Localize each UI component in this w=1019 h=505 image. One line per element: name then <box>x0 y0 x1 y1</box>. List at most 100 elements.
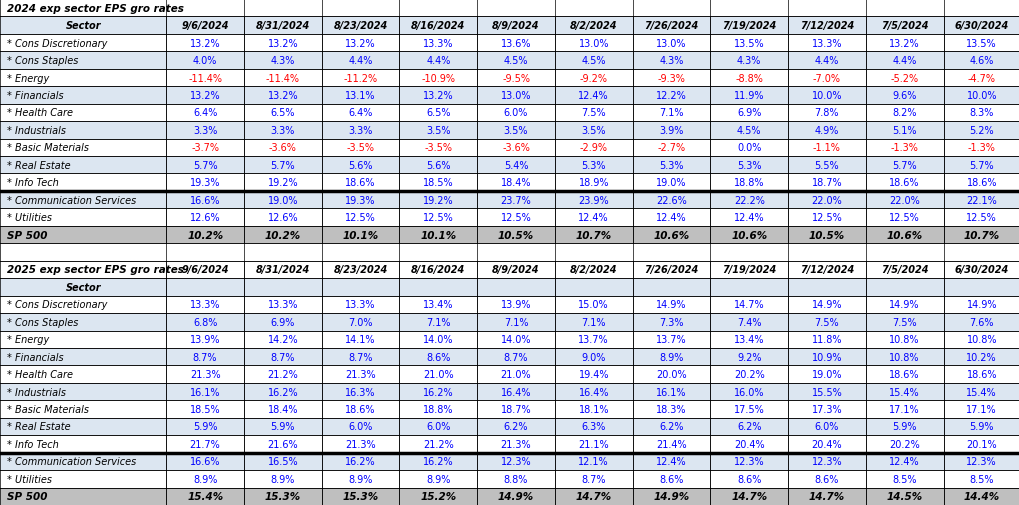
Text: * Financials: * Financials <box>7 91 63 101</box>
Bar <box>244 366 321 383</box>
Text: 18.6%: 18.6% <box>966 369 996 379</box>
Text: 3.3%: 3.3% <box>348 126 372 136</box>
Text: 10.8%: 10.8% <box>889 352 919 362</box>
Text: 5.3%: 5.3% <box>736 161 761 170</box>
Bar <box>399 314 477 331</box>
Text: 8.3%: 8.3% <box>969 108 993 118</box>
Text: 13.5%: 13.5% <box>733 38 764 48</box>
Text: 12.3%: 12.3% <box>500 457 531 467</box>
Text: 9.0%: 9.0% <box>581 352 605 362</box>
Text: 3.5%: 3.5% <box>503 126 528 136</box>
Text: 7.5%: 7.5% <box>892 317 916 327</box>
Bar <box>244 87 321 105</box>
Bar <box>166 70 244 87</box>
Bar <box>709 174 788 191</box>
Text: 10.9%: 10.9% <box>811 352 842 362</box>
Text: 10.5%: 10.5% <box>808 230 844 240</box>
Text: 22.1%: 22.1% <box>965 195 997 205</box>
Bar <box>865 418 943 435</box>
Bar <box>865 17 943 35</box>
Text: 14.9%: 14.9% <box>811 300 842 310</box>
Text: Sector: Sector <box>65 21 101 31</box>
Text: 6.2%: 6.2% <box>658 422 683 432</box>
Text: * Energy: * Energy <box>7 335 49 344</box>
Bar <box>943 209 1019 226</box>
Bar <box>321 226 399 244</box>
Bar <box>399 70 477 87</box>
Text: 7.1%: 7.1% <box>503 317 528 327</box>
Text: 22.2%: 22.2% <box>733 195 764 205</box>
Text: 10.6%: 10.6% <box>731 230 766 240</box>
Bar <box>166 366 244 383</box>
Text: 5.4%: 5.4% <box>503 161 528 170</box>
Text: 5.3%: 5.3% <box>581 161 605 170</box>
Text: 16.4%: 16.4% <box>578 387 608 397</box>
Bar <box>554 105 632 122</box>
Text: * Communication Services: * Communication Services <box>7 195 136 205</box>
Text: 14.7%: 14.7% <box>808 491 844 501</box>
Text: -9.3%: -9.3% <box>657 73 685 83</box>
Bar <box>244 70 321 87</box>
Text: 20.4%: 20.4% <box>733 439 764 449</box>
Text: 7.4%: 7.4% <box>736 317 761 327</box>
Bar <box>788 17 865 35</box>
Bar <box>788 35 865 52</box>
Text: 2024 exp sector EPS gro rates: 2024 exp sector EPS gro rates <box>7 4 183 14</box>
Bar <box>166 174 244 191</box>
Text: 13.9%: 13.9% <box>500 300 531 310</box>
Text: 5.7%: 5.7% <box>968 161 994 170</box>
Text: -11.4%: -11.4% <box>266 73 300 83</box>
Bar <box>321 87 399 105</box>
Bar <box>943 87 1019 105</box>
Text: 22.0%: 22.0% <box>889 195 919 205</box>
Text: 7.0%: 7.0% <box>347 317 373 327</box>
Text: 8.7%: 8.7% <box>270 352 294 362</box>
Bar <box>554 139 632 157</box>
Bar <box>865 105 943 122</box>
Bar <box>709 52 788 70</box>
Text: 18.5%: 18.5% <box>190 404 220 414</box>
Text: -1.3%: -1.3% <box>967 143 995 153</box>
Bar <box>166 261 244 279</box>
Bar <box>709 226 788 244</box>
Bar <box>244 261 321 279</box>
Bar <box>788 87 865 105</box>
Text: 16.2%: 16.2% <box>423 457 453 467</box>
Text: 7/12/2024: 7/12/2024 <box>799 265 853 275</box>
Bar <box>166 226 244 244</box>
Bar <box>321 470 399 488</box>
Text: * Real Estate: * Real Estate <box>7 161 70 170</box>
Text: 4.4%: 4.4% <box>814 56 839 66</box>
Text: 6/30/2024: 6/30/2024 <box>954 265 1008 275</box>
Bar <box>709 348 788 366</box>
Bar <box>0 348 166 366</box>
Bar <box>943 105 1019 122</box>
Bar <box>709 35 788 52</box>
Bar <box>709 139 788 157</box>
Text: -10.9%: -10.9% <box>421 73 454 83</box>
Bar <box>788 366 865 383</box>
Text: 17.5%: 17.5% <box>733 404 764 414</box>
Bar <box>399 470 477 488</box>
Bar <box>632 331 709 348</box>
Text: 10.5%: 10.5% <box>497 230 534 240</box>
Text: 14.7%: 14.7% <box>733 300 764 310</box>
Text: 13.2%: 13.2% <box>344 38 376 48</box>
Bar <box>554 87 632 105</box>
Bar <box>709 470 788 488</box>
Text: 21.0%: 21.0% <box>500 369 531 379</box>
Bar <box>632 418 709 435</box>
Bar <box>943 331 1019 348</box>
Text: 3.5%: 3.5% <box>581 126 605 136</box>
Text: 13.3%: 13.3% <box>811 38 842 48</box>
Text: 6.8%: 6.8% <box>193 317 217 327</box>
Bar <box>0 261 166 279</box>
Bar <box>788 226 865 244</box>
Text: 8/23/2024: 8/23/2024 <box>333 265 387 275</box>
Text: 3.9%: 3.9% <box>658 126 683 136</box>
Text: 21.2%: 21.2% <box>267 369 298 379</box>
Text: 5.9%: 5.9% <box>892 422 916 432</box>
Text: 10.0%: 10.0% <box>966 91 996 101</box>
Bar <box>477 435 554 453</box>
Bar <box>477 87 554 105</box>
